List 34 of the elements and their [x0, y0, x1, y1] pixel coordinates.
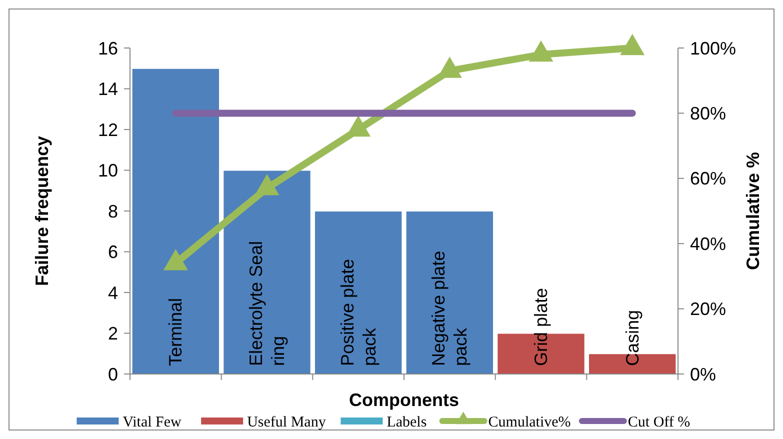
y-tick-label: 10	[98, 160, 118, 181]
x-tick-label: Positive plate pack	[337, 258, 380, 366]
y-tick-label: 12	[98, 120, 118, 140]
x-tick-label: Grid plate	[531, 288, 551, 366]
bar	[222, 170, 312, 374]
y-tick-label: 0	[108, 364, 118, 384]
legend-label: Vital Few	[122, 414, 182, 430]
y-tick-label: 2	[108, 324, 118, 344]
bar	[496, 332, 586, 374]
y-axis-title: Failure frequency	[32, 136, 52, 286]
y2-tick-label: 20%	[690, 299, 726, 320]
x-tick-label: Electrolyte Seal ring	[246, 240, 288, 366]
y-tick-label: 4	[108, 282, 118, 303]
x-tick-label: Casing	[622, 310, 642, 366]
y2-axis-title: Cumulative %	[743, 152, 763, 270]
y-tick-label: 16	[98, 38, 118, 58]
y2-tick-label: 40%	[690, 234, 726, 254]
y-tick-label: 6	[108, 242, 118, 262]
y-tick-label: 14	[98, 79, 118, 100]
y2-tick-label: 80%	[690, 104, 726, 124]
bar	[405, 210, 494, 374]
legend-label: Useful Many	[247, 414, 326, 430]
bar	[131, 68, 220, 374]
x-tick-label: Negative plate pack	[428, 250, 471, 366]
legend-label: Cumulative%	[488, 414, 571, 430]
legend-label: Cut Off %	[628, 414, 690, 430]
bar	[314, 210, 403, 374]
x-tick-label: Terminal	[166, 298, 186, 366]
y2-tick-label: 0%	[690, 364, 716, 384]
y-tick-label: 8	[108, 201, 118, 222]
y2-tick-label: 60%	[690, 168, 726, 189]
y2-tick-label: 100%	[690, 38, 736, 58]
x-axis-title: Components	[349, 390, 459, 410]
legend-label: Labels	[386, 414, 427, 430]
